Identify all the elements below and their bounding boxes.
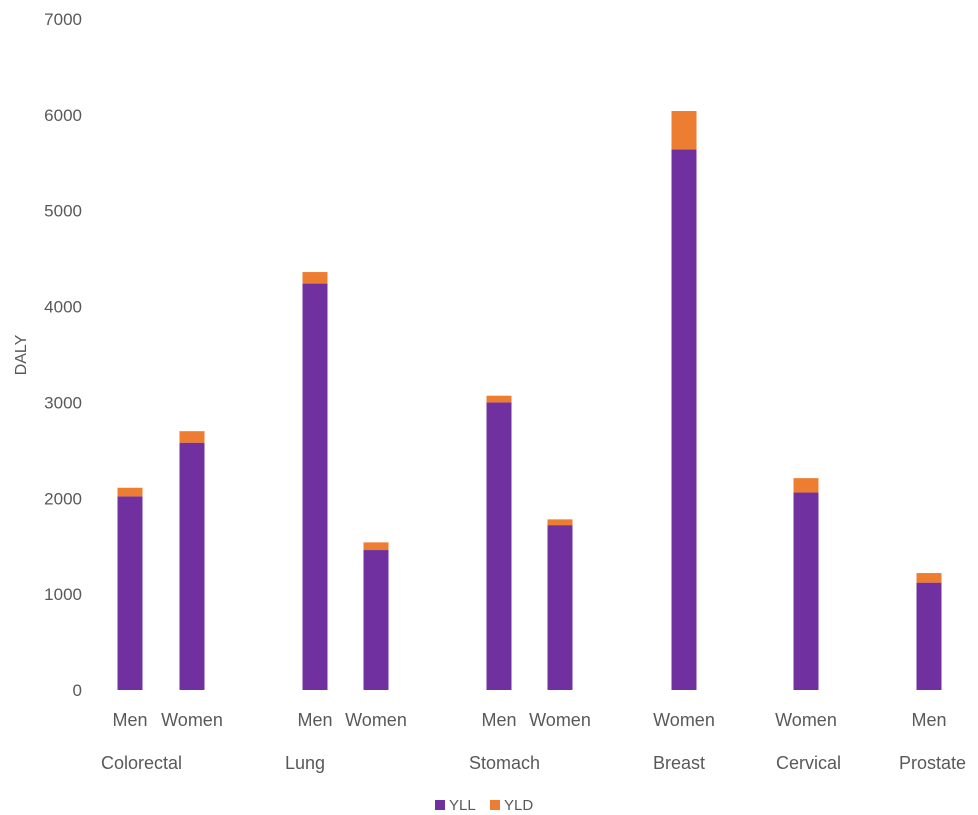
group-labels: Colorectal Lung Stomach Breast Cervical Prost… bbox=[101, 753, 966, 773]
bars bbox=[117, 111, 942, 690]
bar-colorectal-men bbox=[117, 487, 143, 690]
legend-label: YLL bbox=[449, 797, 476, 814]
y-tick-label: 5000 bbox=[44, 202, 82, 221]
legend-item-yld: YLD bbox=[490, 797, 533, 814]
legend-swatch bbox=[435, 800, 445, 810]
sex-label: Women bbox=[161, 710, 223, 730]
bar-segment-yll bbox=[179, 442, 205, 690]
bar-segment-yll bbox=[302, 283, 328, 690]
y-tick-label: 4000 bbox=[44, 298, 82, 317]
sex-label: Men bbox=[481, 710, 516, 730]
y-tick-label: 6000 bbox=[44, 106, 82, 125]
sex-label: Men bbox=[911, 710, 946, 730]
bar-lung-women bbox=[363, 542, 389, 690]
legend: YLL YLD bbox=[435, 797, 533, 814]
group-label-lung: Lung bbox=[285, 753, 325, 773]
y-tick-label: 1000 bbox=[44, 585, 82, 604]
sex-label: Men bbox=[112, 710, 147, 730]
sex-label: Women bbox=[345, 710, 407, 730]
bar-segment-yld bbox=[179, 431, 205, 443]
group-label-cervical: Cervical bbox=[776, 753, 841, 773]
bar-segment-yld bbox=[302, 272, 328, 284]
bar-cervical-women bbox=[793, 478, 819, 690]
sex-label: Women bbox=[775, 710, 837, 730]
bar-segment-yld bbox=[671, 111, 697, 150]
category-labels: Men Women Men Women Men Women Women Women Men bbox=[112, 710, 946, 730]
y-tick-label: 7000 bbox=[44, 10, 82, 29]
legend-label: YLD bbox=[504, 797, 533, 814]
y-tick-label: 0 bbox=[73, 681, 82, 700]
bar-segment-yll bbox=[117, 496, 143, 690]
sex-label: Men bbox=[297, 710, 332, 730]
bar-stomach-men bbox=[486, 395, 512, 690]
legend-swatch bbox=[490, 800, 500, 810]
bar-segment-yld bbox=[486, 395, 512, 403]
group-label-stomach: Stomach bbox=[469, 753, 540, 773]
bar-segment-yld bbox=[117, 487, 143, 497]
y-axis: 0 1000 2000 3000 4000 5000 6000 7000 bbox=[44, 10, 82, 700]
bar-prostate-men bbox=[916, 573, 942, 690]
sex-label: Women bbox=[653, 710, 715, 730]
group-label-colorectal: Colorectal bbox=[101, 753, 182, 773]
bar-segment-yll bbox=[916, 582, 942, 690]
bar-stomach-women bbox=[547, 519, 573, 690]
bar-segment-yll bbox=[671, 149, 697, 690]
bar-segment-yll bbox=[363, 550, 389, 690]
group-label-prostate: Prostate bbox=[899, 753, 966, 773]
bar-segment-yll bbox=[547, 525, 573, 690]
bar-segment-yld bbox=[547, 519, 573, 526]
y-tick-label: 3000 bbox=[44, 393, 82, 412]
bar-segment-yll bbox=[793, 492, 819, 690]
bar-segment-yld bbox=[916, 573, 942, 583]
y-axis-label: DALY bbox=[13, 334, 30, 375]
bar-breast-women bbox=[671, 111, 697, 690]
bar-segment-yll bbox=[486, 402, 512, 690]
bar-segment-yld bbox=[363, 542, 389, 551]
group-label-breast: Breast bbox=[653, 753, 705, 773]
legend-item-yll: YLL bbox=[435, 797, 476, 814]
y-tick-label: 2000 bbox=[44, 489, 82, 508]
bar-colorectal-women bbox=[179, 431, 205, 690]
sex-label: Women bbox=[529, 710, 591, 730]
bar-lung-men bbox=[302, 272, 328, 690]
bar-segment-yld bbox=[793, 478, 819, 493]
